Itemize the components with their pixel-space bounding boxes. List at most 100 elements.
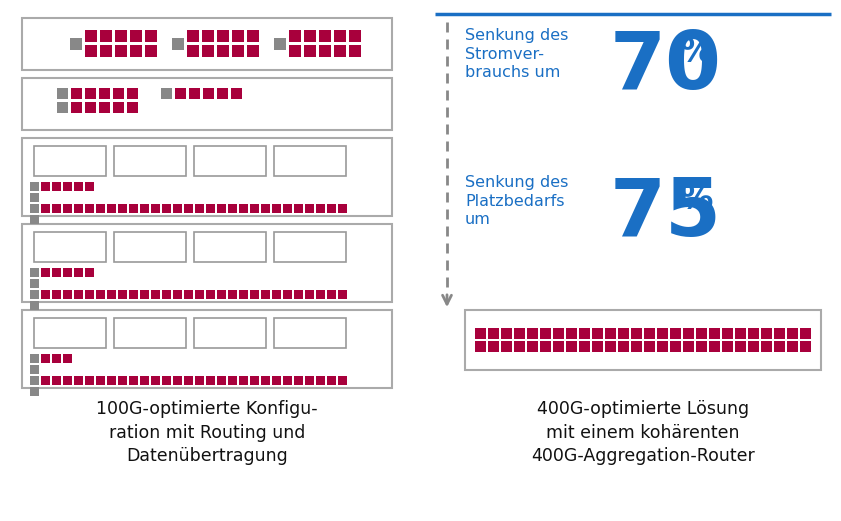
Bar [579,328,590,339]
Bar [99,102,110,113]
Bar [107,376,116,385]
Bar [30,301,39,310]
Bar [319,30,331,42]
Bar [283,204,292,213]
Bar [657,328,668,339]
Bar [319,45,331,57]
Bar [151,290,160,299]
Bar [305,204,314,213]
Bar [232,45,244,57]
Bar [787,341,798,352]
Bar [261,376,270,385]
Bar [184,376,193,385]
Bar [127,88,138,99]
Bar [34,232,106,262]
Bar [618,328,629,339]
Bar [217,45,229,57]
Bar [71,102,82,113]
Bar [195,290,204,299]
Bar [250,376,259,385]
Bar [261,290,270,299]
Bar [52,268,61,277]
Bar [605,341,616,352]
Bar [217,376,226,385]
Bar [63,376,72,385]
Bar [34,318,106,348]
Bar [189,88,200,99]
Bar [670,328,681,339]
Bar [129,376,138,385]
Bar [274,38,286,50]
Text: %: % [680,183,713,216]
Bar [232,30,244,42]
Bar [129,290,138,299]
Bar [63,204,72,213]
Bar [709,341,720,352]
Bar [228,376,237,385]
Bar [334,45,346,57]
Bar [63,182,72,191]
Bar [349,45,361,57]
Bar [722,341,733,352]
Bar [228,204,237,213]
Bar [85,204,94,213]
Bar [74,290,83,299]
Bar [305,376,314,385]
Bar [99,88,110,99]
Bar [202,45,214,57]
Bar [465,310,821,370]
Bar [696,328,707,339]
Bar [592,341,603,352]
Bar [696,341,707,352]
Bar [85,30,97,42]
Bar [579,341,590,352]
Bar [514,328,525,339]
Bar [540,328,551,339]
Bar [187,45,199,57]
Bar [250,204,259,213]
Bar [709,328,720,339]
Bar [289,45,301,57]
Bar [162,204,171,213]
Bar [173,376,182,385]
Bar [195,204,204,213]
Bar [107,290,116,299]
Bar [231,88,242,99]
Bar [274,318,346,348]
Bar [566,341,577,352]
Bar [127,102,138,113]
Bar [161,88,172,99]
Text: 100G-optimierte Konfigu-
ration mit Routing und
Datenübertragung: 100G-optimierte Konfigu- ration mit Rout… [96,400,318,465]
Bar [71,88,82,99]
Bar [172,38,184,50]
Bar [184,204,193,213]
Text: 400G-optimierte Lösung
mit einem kohärenten
400G-Aggregation-Router: 400G-optimierte Lösung mit einem kohären… [532,400,755,465]
Bar [800,341,811,352]
Bar [722,328,733,339]
Bar [566,328,577,339]
Bar [30,268,39,277]
Bar [304,45,316,57]
Bar [145,45,157,57]
Bar [22,18,392,70]
Text: Senkung des
Platzbedarfs
um: Senkung des Platzbedarfs um [465,175,569,227]
Bar [316,376,325,385]
Bar [30,279,39,288]
Bar [800,328,811,339]
Bar [592,328,603,339]
Bar [553,328,564,339]
Bar [57,88,68,99]
Bar [217,204,226,213]
Bar [475,328,486,339]
Bar [130,45,142,57]
Bar [74,376,83,385]
Bar [96,376,105,385]
Bar [173,290,182,299]
Bar [488,341,499,352]
Bar [140,376,149,385]
Bar [96,290,105,299]
Bar [304,30,316,42]
Bar [683,328,694,339]
Bar [100,45,112,57]
Bar [113,88,124,99]
